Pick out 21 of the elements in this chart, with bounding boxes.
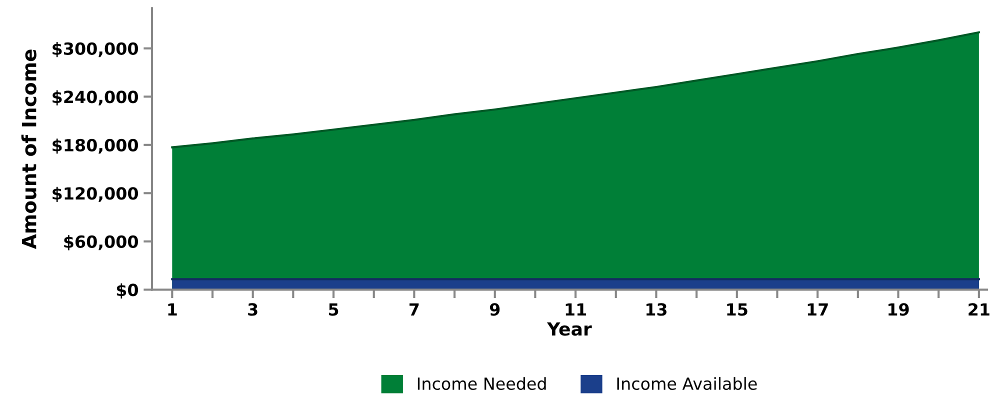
y-tick-label: $120,000 xyxy=(52,186,138,202)
legend-label: Income Needed xyxy=(418,377,546,390)
y-tick-label: $240,000 xyxy=(52,90,138,106)
y-tick-label: $180,000 xyxy=(52,138,138,154)
x-tick-label: 21 xyxy=(968,303,990,316)
x-axis-title: Year xyxy=(546,322,592,336)
y-tick-label: $300,000 xyxy=(52,42,138,58)
y-tick-label: $60,000 xyxy=(64,235,138,250)
y-tick-label: $0 xyxy=(116,283,138,298)
x-tick-label: 1 xyxy=(168,303,177,316)
x-tick-label: 11 xyxy=(566,303,586,316)
x-tick-label: 7 xyxy=(410,303,419,316)
x-tick-label: 13 xyxy=(646,303,666,316)
x-tick-label: 17 xyxy=(808,303,828,316)
x-tick-label: 15 xyxy=(727,303,748,316)
x-tick-label: 3 xyxy=(248,303,258,316)
x-tick-label: 19 xyxy=(888,303,909,316)
y-axis-title: Amount of Income xyxy=(21,50,36,250)
x-tick-label: 5 xyxy=(329,303,338,316)
x-tick-label: 9 xyxy=(490,303,500,316)
legend-label: Income Available xyxy=(617,377,757,390)
